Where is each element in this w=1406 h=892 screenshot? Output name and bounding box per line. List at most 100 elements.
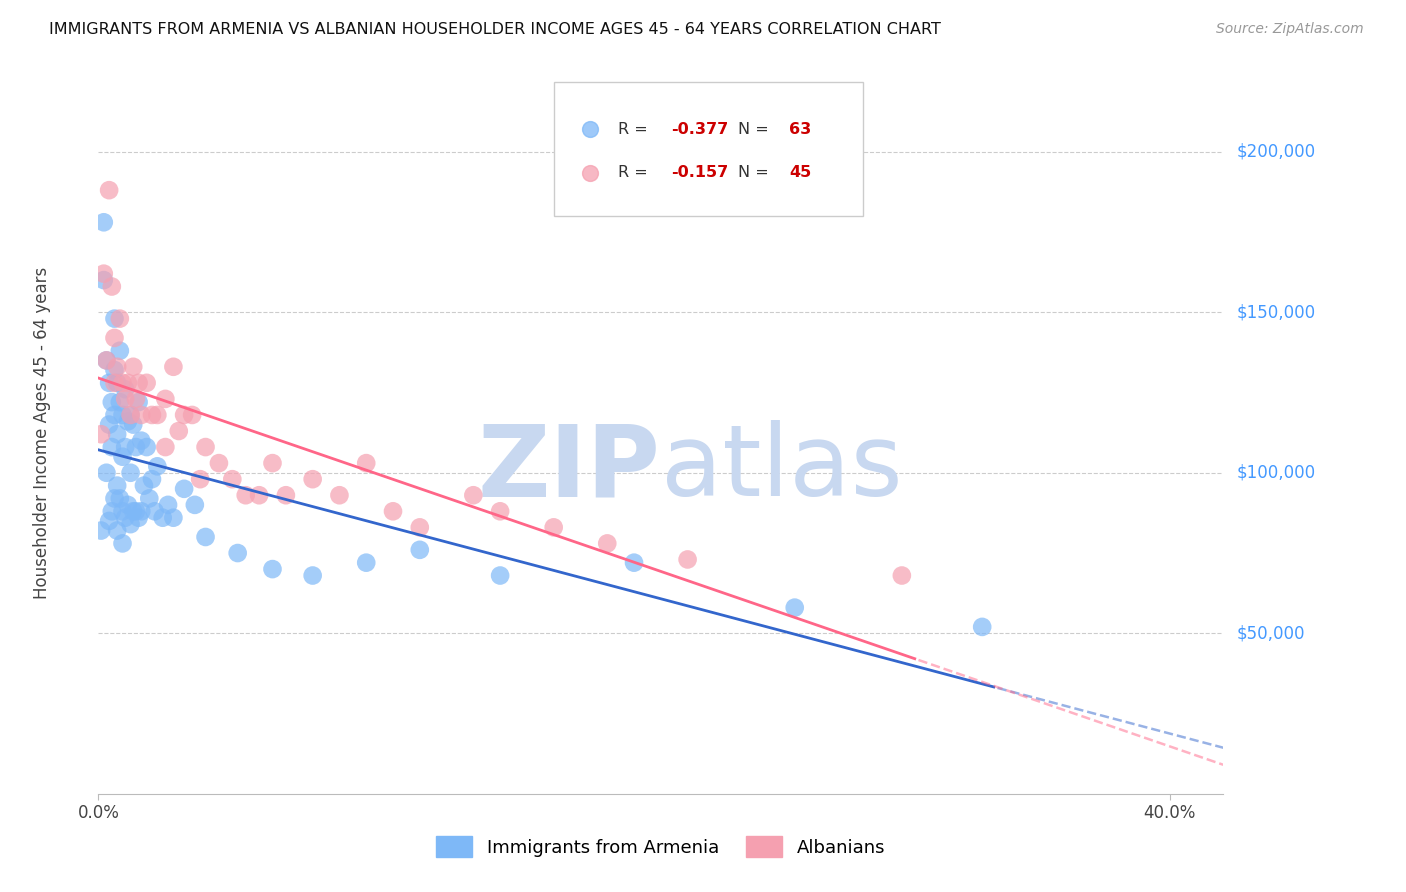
Point [247, 488, 270, 502]
Point [135, 440, 157, 454]
Point [129, 504, 152, 518]
Point [120, 408, 142, 422]
Point [135, 376, 157, 390]
Point [105, 524, 128, 538]
Point [98, 376, 121, 390]
Text: Source: ZipAtlas.com: Source: ZipAtlas.com [1216, 22, 1364, 37]
Point [129, 408, 152, 422]
Point [96, 353, 118, 368]
Point [128, 395, 150, 409]
Point [157, 498, 180, 512]
Point [152, 510, 174, 524]
Point [93, 273, 115, 287]
Point [129, 434, 152, 448]
Point [117, 498, 139, 512]
Text: 45: 45 [789, 165, 811, 180]
Point [93, 215, 115, 229]
Point [111, 376, 134, 390]
Point [354, 456, 377, 470]
Point [105, 427, 128, 442]
Point [1257, 787, 1279, 801]
Point [301, 472, 323, 486]
Point [783, 600, 806, 615]
Point [103, 376, 125, 390]
Point [188, 472, 211, 486]
Point [114, 392, 136, 406]
Point [111, 408, 134, 422]
Text: Householder Income Ages 45 - 64 years: Householder Income Ages 45 - 64 years [34, 267, 51, 599]
Point [114, 440, 136, 454]
Text: IMMIGRANTS FROM ARMENIA VS ALBANIAN HOUSEHOLDER INCOME AGES 45 - 64 YEARS CORREL: IMMIGRANTS FROM ARMENIA VS ALBANIAN HOUS… [49, 22, 941, 37]
Point [96, 466, 118, 480]
Point [162, 359, 184, 374]
Point [103, 331, 125, 345]
Text: $50,000: $50,000 [1237, 624, 1305, 642]
Point [114, 382, 136, 396]
Point [90, 427, 112, 442]
Text: N =: N = [738, 165, 775, 180]
Point [122, 359, 145, 374]
Point [328, 488, 350, 502]
Point [141, 408, 163, 422]
Text: $200,000: $200,000 [1237, 143, 1316, 161]
Point [167, 424, 190, 438]
Point [111, 504, 134, 518]
Point [155, 392, 177, 406]
Point [1257, 787, 1279, 801]
Point [101, 395, 124, 409]
Point [98, 417, 121, 432]
Point [101, 279, 124, 293]
Point [235, 488, 257, 502]
Point [262, 562, 284, 576]
Point [489, 504, 512, 518]
Point [173, 482, 195, 496]
Text: $100,000: $100,000 [1237, 464, 1316, 482]
Point [194, 530, 217, 544]
Point [108, 311, 131, 326]
Point [596, 536, 619, 550]
Point [105, 376, 128, 390]
Point [184, 498, 207, 512]
Point [103, 363, 125, 377]
Point [382, 504, 405, 518]
Point [101, 440, 124, 454]
Point [103, 408, 125, 422]
Point [114, 510, 136, 524]
Point [108, 491, 131, 506]
Point [117, 376, 139, 390]
Point [155, 440, 177, 454]
Point [226, 546, 249, 560]
Point [489, 568, 512, 582]
Text: -0.157: -0.157 [671, 165, 728, 180]
Point [101, 504, 124, 518]
Point [128, 510, 150, 524]
Point [111, 450, 134, 464]
Point [120, 517, 142, 532]
Text: atlas: atlas [661, 420, 903, 517]
Point [108, 343, 131, 358]
Point [676, 552, 699, 566]
Point [122, 417, 145, 432]
Point [409, 542, 432, 557]
Point [972, 620, 994, 634]
Point [162, 510, 184, 524]
Point [301, 568, 323, 582]
Point [120, 408, 142, 422]
Point [98, 183, 121, 197]
Point [117, 414, 139, 428]
Point [103, 311, 125, 326]
Text: ZIP: ZIP [478, 420, 661, 517]
Point [194, 440, 217, 454]
Point [96, 353, 118, 368]
Legend: Immigrants from Armenia, Albanians: Immigrants from Armenia, Albanians [429, 829, 893, 864]
Point [125, 504, 148, 518]
FancyBboxPatch shape [554, 82, 863, 216]
Point [262, 456, 284, 470]
Point [143, 504, 166, 518]
Point [623, 556, 645, 570]
Point [146, 459, 169, 474]
Text: R =: R = [619, 165, 652, 180]
Point [111, 536, 134, 550]
Point [141, 472, 163, 486]
Point [409, 520, 432, 534]
